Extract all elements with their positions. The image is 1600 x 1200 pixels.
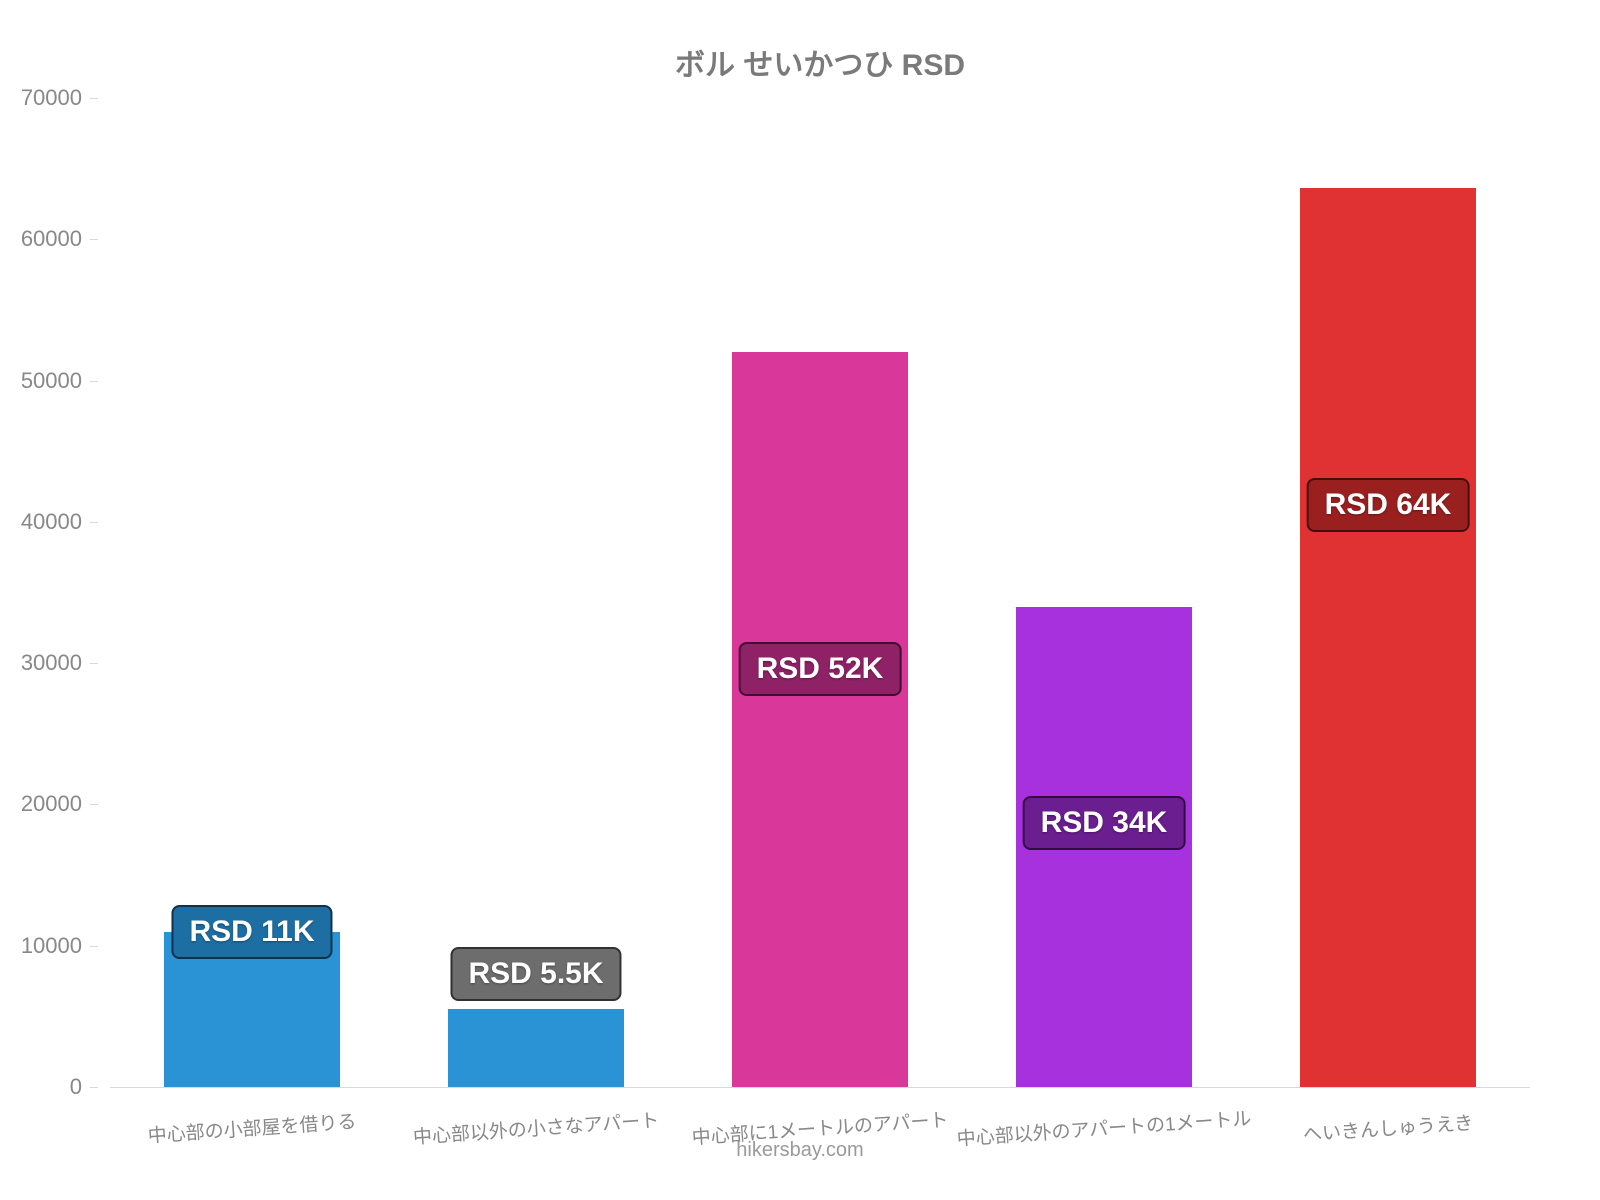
bar-slot: RSD 11K中心部の小部屋を借りる <box>110 98 394 1087</box>
bar-value-label: RSD 34K <box>1023 796 1186 850</box>
bars-group: RSD 11K中心部の小部屋を借りるRSD 5.5K中心部以外の小さなアパートR… <box>110 98 1530 1087</box>
chart-container: ボル せいかつひ RSD 010000200003000040000500006… <box>0 0 1600 1200</box>
y-tick-label: 70000 <box>21 85 82 111</box>
y-tick-label: 50000 <box>21 368 82 394</box>
y-tick-label: 60000 <box>21 226 82 252</box>
bar: RSD 64K <box>1300 188 1476 1087</box>
bar-value-label: RSD 52K <box>739 642 902 696</box>
bar-slot: RSD 34K中心部以外のアパートの1メートル <box>962 98 1246 1087</box>
y-tick-label: 10000 <box>21 933 82 959</box>
bar: RSD 34K <box>1016 607 1192 1087</box>
bar-value-label: RSD 11K <box>171 905 332 959</box>
attribution-text: hikersbay.com <box>0 1139 1600 1162</box>
y-tick-label: 30000 <box>21 650 82 676</box>
y-tick-label: 0 <box>70 1074 82 1100</box>
bar: RSD 11K <box>164 932 340 1087</box>
chart-title: ボル せいかつひ RSD <box>110 40 1530 84</box>
bar-slot: RSD 52K中心部に1メートルのアパート <box>678 98 962 1087</box>
y-tick-label: 40000 <box>21 509 82 535</box>
plot-area: 010000200003000040000500006000070000 RSD… <box>110 98 1530 1088</box>
bar-slot: RSD 64Kへいきんしゅうえき <box>1246 98 1530 1087</box>
bar: RSD 52K <box>732 352 908 1087</box>
bar-slot: RSD 5.5K中心部以外の小さなアパート <box>394 98 678 1087</box>
y-tick-label: 20000 <box>21 791 82 817</box>
bar-value-label: RSD 64K <box>1307 478 1470 532</box>
bar-value-label: RSD 5.5K <box>450 947 621 1001</box>
bar: RSD 5.5K <box>448 1009 624 1087</box>
